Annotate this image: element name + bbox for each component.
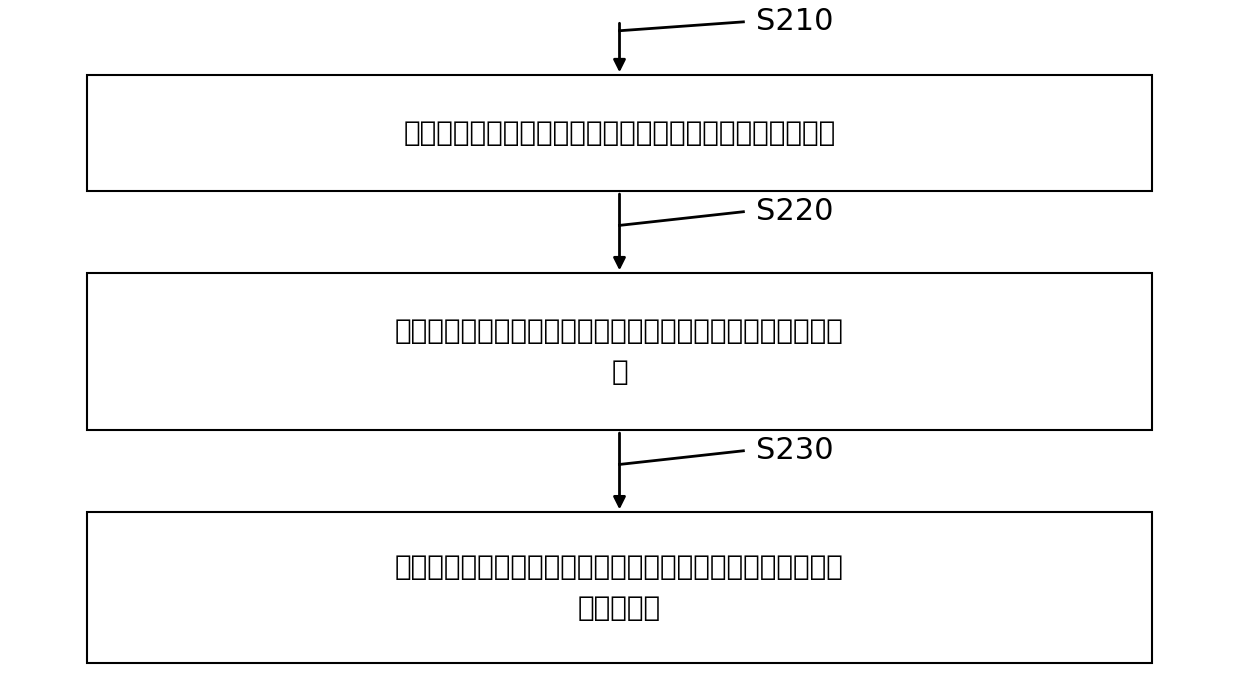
Text: S220: S220 xyxy=(756,197,834,226)
Text: S210: S210 xyxy=(756,8,834,36)
Text: 找出具有最小夹角的边界点，判断增加的数字化三角面片的数
量: 找出具有最小夹角的边界点，判断增加的数字化三角面片的数 量 xyxy=(395,317,844,387)
Text: 计算数字化牙冠模型上每个边界点的两条相邻边的夹角大小: 计算数字化牙冠模型上每个边界点的两条相邻边的夹角大小 xyxy=(404,120,835,147)
Text: 更新边界点信息，找出下一个最小夹角的边界点，直到分割边
界修补完成: 更新边界点信息，找出下一个最小夹角的边界点，直到分割边 界修补完成 xyxy=(395,553,844,622)
Text: S230: S230 xyxy=(756,436,834,465)
Bar xyxy=(87,512,1152,663)
Bar xyxy=(87,75,1152,191)
Bar xyxy=(87,273,1152,430)
